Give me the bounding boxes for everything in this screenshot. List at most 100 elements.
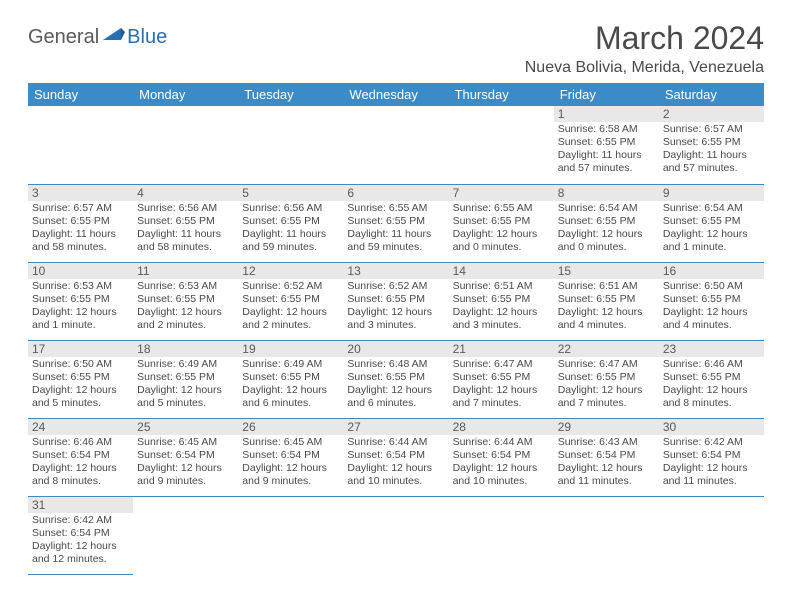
calendar-cell: 4Sunrise: 6:56 AMSunset: 6:55 PMDaylight… (133, 184, 238, 262)
daylight-line: Daylight: 11 hours and 57 minutes. (558, 149, 655, 175)
sunrise-line: Sunrise: 6:56 AM (137, 202, 234, 215)
sunrise-line: Sunrise: 6:55 AM (453, 202, 550, 215)
calendar-row: 10Sunrise: 6:53 AMSunset: 6:55 PMDayligh… (28, 262, 764, 340)
calendar-cell: 10Sunrise: 6:53 AMSunset: 6:55 PMDayligh… (28, 262, 133, 340)
day-details: Sunrise: 6:51 AMSunset: 6:55 PMDaylight:… (554, 279, 659, 335)
daylight-line: Daylight: 12 hours and 0 minutes. (558, 228, 655, 254)
calendar-cell (343, 106, 448, 184)
sunset-line: Sunset: 6:55 PM (663, 136, 760, 149)
sunrise-line: Sunrise: 6:57 AM (32, 202, 129, 215)
daylight-line: Daylight: 12 hours and 5 minutes. (137, 384, 234, 410)
sunrise-line: Sunrise: 6:43 AM (558, 436, 655, 449)
day-number: 10 (28, 263, 133, 279)
sunset-line: Sunset: 6:55 PM (558, 215, 655, 228)
calendar-cell: 15Sunrise: 6:51 AMSunset: 6:55 PMDayligh… (554, 262, 659, 340)
day-number: 12 (238, 263, 343, 279)
sunset-line: Sunset: 6:54 PM (347, 449, 444, 462)
sunrise-line: Sunrise: 6:46 AM (32, 436, 129, 449)
calendar-row: 3Sunrise: 6:57 AMSunset: 6:55 PMDaylight… (28, 184, 764, 262)
day-details: Sunrise: 6:54 AMSunset: 6:55 PMDaylight:… (659, 201, 764, 257)
sunrise-line: Sunrise: 6:48 AM (347, 358, 444, 371)
calendar-row: 24Sunrise: 6:46 AMSunset: 6:54 PMDayligh… (28, 418, 764, 496)
calendar-cell: 27Sunrise: 6:44 AMSunset: 6:54 PMDayligh… (343, 418, 448, 496)
day-number: 1 (554, 106, 659, 122)
sunset-line: Sunset: 6:55 PM (347, 371, 444, 384)
day-details: Sunrise: 6:57 AMSunset: 6:55 PMDaylight:… (659, 122, 764, 178)
day-number: 6 (343, 185, 448, 201)
day-number: 14 (449, 263, 554, 279)
day-details: Sunrise: 6:48 AMSunset: 6:55 PMDaylight:… (343, 357, 448, 413)
calendar-cell (238, 106, 343, 184)
day-number: 27 (343, 419, 448, 435)
sunset-line: Sunset: 6:55 PM (663, 371, 760, 384)
daylight-line: Daylight: 12 hours and 7 minutes. (558, 384, 655, 410)
daylight-line: Daylight: 12 hours and 11 minutes. (663, 462, 760, 488)
page-title: March 2024 (525, 20, 764, 57)
sunrise-line: Sunrise: 6:52 AM (242, 280, 339, 293)
weekday-header: Friday (554, 83, 659, 106)
calendar-cell: 8Sunrise: 6:54 AMSunset: 6:55 PMDaylight… (554, 184, 659, 262)
daylight-line: Daylight: 12 hours and 8 minutes. (32, 462, 129, 488)
day-number: 22 (554, 341, 659, 357)
day-details: Sunrise: 6:47 AMSunset: 6:55 PMDaylight:… (449, 357, 554, 413)
calendar-cell: 11Sunrise: 6:53 AMSunset: 6:55 PMDayligh… (133, 262, 238, 340)
daylight-line: Daylight: 11 hours and 58 minutes. (137, 228, 234, 254)
day-details: Sunrise: 6:52 AMSunset: 6:55 PMDaylight:… (343, 279, 448, 335)
calendar-cell: 16Sunrise: 6:50 AMSunset: 6:55 PMDayligh… (659, 262, 764, 340)
daylight-line: Daylight: 12 hours and 10 minutes. (347, 462, 444, 488)
calendar-cell: 9Sunrise: 6:54 AMSunset: 6:55 PMDaylight… (659, 184, 764, 262)
daylight-line: Daylight: 12 hours and 7 minutes. (453, 384, 550, 410)
daylight-line: Daylight: 11 hours and 58 minutes. (32, 228, 129, 254)
sunset-line: Sunset: 6:54 PM (663, 449, 760, 462)
calendar-row: 31Sunrise: 6:42 AMSunset: 6:54 PMDayligh… (28, 496, 764, 574)
sunset-line: Sunset: 6:55 PM (558, 136, 655, 149)
day-number: 9 (659, 185, 764, 201)
sunset-line: Sunset: 6:54 PM (453, 449, 550, 462)
sunset-line: Sunset: 6:55 PM (558, 371, 655, 384)
day-number: 26 (238, 419, 343, 435)
day-details: Sunrise: 6:58 AMSunset: 6:55 PMDaylight:… (554, 122, 659, 178)
day-details: Sunrise: 6:54 AMSunset: 6:55 PMDaylight:… (554, 201, 659, 257)
location-subtitle: Nueva Bolivia, Merida, Venezuela (525, 59, 764, 77)
calendar-cell: 30Sunrise: 6:42 AMSunset: 6:54 PMDayligh… (659, 418, 764, 496)
calendar-cell: 7Sunrise: 6:55 AMSunset: 6:55 PMDaylight… (449, 184, 554, 262)
day-details: Sunrise: 6:56 AMSunset: 6:55 PMDaylight:… (133, 201, 238, 257)
sunrise-line: Sunrise: 6:44 AM (453, 436, 550, 449)
day-number: 13 (343, 263, 448, 279)
day-number: 19 (238, 341, 343, 357)
calendar-cell: 26Sunrise: 6:45 AMSunset: 6:54 PMDayligh… (238, 418, 343, 496)
calendar-row: 17Sunrise: 6:50 AMSunset: 6:55 PMDayligh… (28, 340, 764, 418)
daylight-line: Daylight: 12 hours and 5 minutes. (32, 384, 129, 410)
day-number: 21 (449, 341, 554, 357)
calendar-cell: 24Sunrise: 6:46 AMSunset: 6:54 PMDayligh… (28, 418, 133, 496)
calendar-cell (659, 496, 764, 574)
daylight-line: Daylight: 12 hours and 1 minute. (663, 228, 760, 254)
weekday-header: Wednesday (343, 83, 448, 106)
day-details: Sunrise: 6:51 AMSunset: 6:55 PMDaylight:… (449, 279, 554, 335)
sunset-line: Sunset: 6:55 PM (663, 293, 760, 306)
calendar-cell: 12Sunrise: 6:52 AMSunset: 6:55 PMDayligh… (238, 262, 343, 340)
day-details: Sunrise: 6:47 AMSunset: 6:55 PMDaylight:… (554, 357, 659, 413)
calendar-cell: 28Sunrise: 6:44 AMSunset: 6:54 PMDayligh… (449, 418, 554, 496)
daylight-line: Daylight: 12 hours and 11 minutes. (558, 462, 655, 488)
calendar-cell: 20Sunrise: 6:48 AMSunset: 6:55 PMDayligh… (343, 340, 448, 418)
day-details: Sunrise: 6:44 AMSunset: 6:54 PMDaylight:… (449, 435, 554, 491)
weekday-header-row: Sunday Monday Tuesday Wednesday Thursday… (28, 83, 764, 106)
day-details: Sunrise: 6:45 AMSunset: 6:54 PMDaylight:… (238, 435, 343, 491)
day-details: Sunrise: 6:55 AMSunset: 6:55 PMDaylight:… (343, 201, 448, 257)
day-number: 30 (659, 419, 764, 435)
title-block: March 2024 Nueva Bolivia, Merida, Venezu… (525, 20, 764, 77)
day-number: 15 (554, 263, 659, 279)
calendar-cell: 25Sunrise: 6:45 AMSunset: 6:54 PMDayligh… (133, 418, 238, 496)
logo-text-general: General (28, 26, 99, 49)
day-number: 16 (659, 263, 764, 279)
sunrise-line: Sunrise: 6:45 AM (137, 436, 234, 449)
sunset-line: Sunset: 6:55 PM (32, 293, 129, 306)
daylight-line: Daylight: 12 hours and 3 minutes. (453, 306, 550, 332)
day-details: Sunrise: 6:53 AMSunset: 6:55 PMDaylight:… (28, 279, 133, 335)
daylight-line: Daylight: 11 hours and 59 minutes. (242, 228, 339, 254)
day-details: Sunrise: 6:56 AMSunset: 6:55 PMDaylight:… (238, 201, 343, 257)
day-details: Sunrise: 6:57 AMSunset: 6:55 PMDaylight:… (28, 201, 133, 257)
sunrise-line: Sunrise: 6:47 AM (558, 358, 655, 371)
daylight-line: Daylight: 11 hours and 59 minutes. (347, 228, 444, 254)
